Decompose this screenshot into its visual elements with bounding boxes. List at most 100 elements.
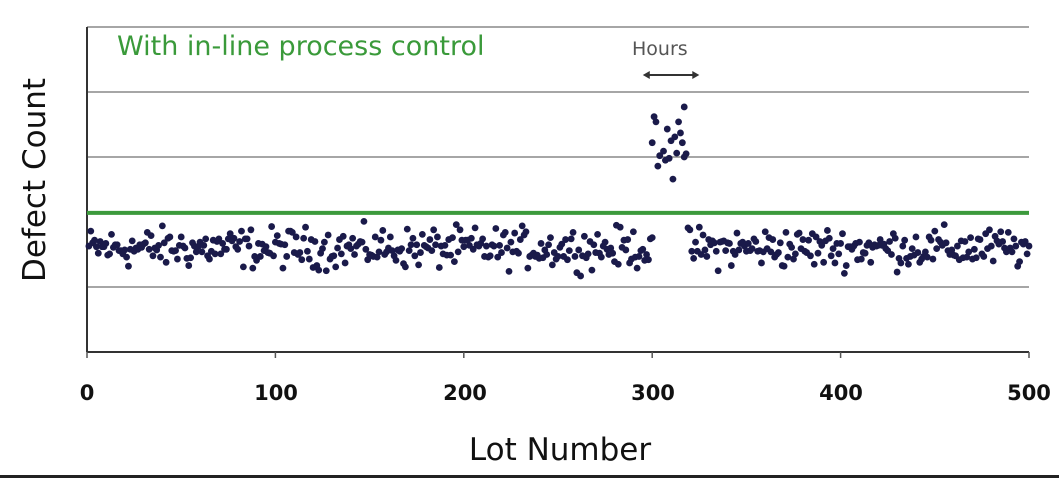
data-point — [106, 250, 114, 258]
data-point — [931, 227, 939, 235]
data-point — [418, 230, 426, 238]
data-point — [360, 217, 368, 225]
data-point — [522, 228, 530, 236]
data-point — [249, 264, 257, 272]
data-point — [121, 246, 129, 254]
data-point — [483, 242, 490, 250]
data-point — [507, 238, 515, 246]
data-point — [492, 225, 500, 232]
data-point — [298, 256, 306, 264]
data-point — [824, 227, 831, 234]
arrowhead-right-icon — [692, 71, 700, 79]
data-point — [494, 253, 502, 261]
data-point — [616, 223, 624, 231]
data-point — [543, 251, 551, 258]
data-point — [341, 259, 349, 267]
data-point — [292, 233, 300, 241]
data-point — [893, 268, 901, 276]
data-point — [332, 263, 340, 271]
data-point — [283, 253, 291, 260]
data-point — [405, 247, 413, 255]
data-point — [219, 240, 227, 247]
data-point — [650, 113, 658, 121]
data-point — [795, 229, 803, 237]
data-point — [980, 253, 988, 260]
data-point — [454, 248, 462, 256]
data-point — [722, 247, 730, 255]
data-point — [108, 230, 115, 238]
data-point — [831, 259, 839, 267]
data-point — [558, 240, 566, 248]
data-point — [460, 243, 468, 251]
data-point — [302, 223, 309, 231]
data-point — [409, 234, 417, 242]
x-tick-300: 300 — [631, 381, 675, 405]
data-point — [842, 262, 850, 269]
data-point — [320, 238, 328, 246]
data-point — [516, 236, 524, 243]
data-point — [94, 249, 102, 257]
data-point — [236, 238, 244, 245]
data-point — [601, 238, 609, 246]
data-point — [899, 242, 907, 250]
data-point — [245, 242, 253, 250]
data-point — [562, 236, 569, 243]
data-point — [217, 250, 225, 258]
data-point — [667, 137, 675, 145]
data-point — [701, 246, 709, 254]
data-point — [96, 238, 104, 245]
data-point — [588, 266, 596, 274]
arrowhead-left-icon — [642, 71, 650, 79]
data-point — [886, 238, 893, 245]
data-point — [113, 241, 121, 249]
data-point — [577, 272, 585, 280]
data-point — [243, 235, 251, 243]
data-point — [580, 232, 588, 240]
data-point — [856, 238, 863, 246]
data-point — [673, 149, 681, 157]
data-point — [905, 260, 912, 268]
data-point — [377, 236, 385, 244]
data-point — [624, 236, 632, 243]
data-point — [230, 234, 238, 242]
data-point — [876, 236, 884, 243]
data-point — [192, 248, 200, 256]
x-tick-0: 0 — [79, 381, 95, 405]
data-point — [288, 229, 296, 236]
data-point — [211, 250, 219, 258]
data-point — [929, 255, 937, 263]
data-point — [767, 248, 775, 256]
data-point — [315, 266, 323, 274]
data-point — [699, 231, 707, 239]
data-point — [362, 245, 370, 253]
data-point — [337, 250, 345, 258]
data-point — [840, 269, 848, 277]
data-point — [160, 239, 168, 247]
y-axis-label: Defect Count — [17, 77, 54, 283]
data-point — [177, 233, 185, 241]
data-point — [339, 232, 347, 240]
data-point — [486, 252, 494, 260]
data-point — [825, 234, 833, 242]
data-point — [452, 221, 460, 229]
data-point — [805, 236, 812, 244]
data-point — [503, 244, 511, 252]
data-point — [181, 244, 189, 252]
data-point — [334, 244, 341, 252]
data-point — [891, 234, 899, 242]
data-point — [714, 267, 722, 275]
data-point — [788, 243, 796, 251]
data-point — [940, 221, 948, 229]
data-point — [449, 234, 456, 242]
data-point — [102, 240, 110, 247]
data-point — [799, 236, 807, 243]
data-point — [675, 118, 682, 126]
data-point — [447, 251, 455, 259]
data-point — [490, 242, 498, 250]
data-point — [567, 235, 575, 243]
annotation-label: With in-line process control — [117, 31, 485, 62]
data-point — [324, 231, 332, 239]
data-point — [456, 226, 464, 234]
data-point — [614, 260, 622, 268]
data-point — [479, 235, 487, 243]
